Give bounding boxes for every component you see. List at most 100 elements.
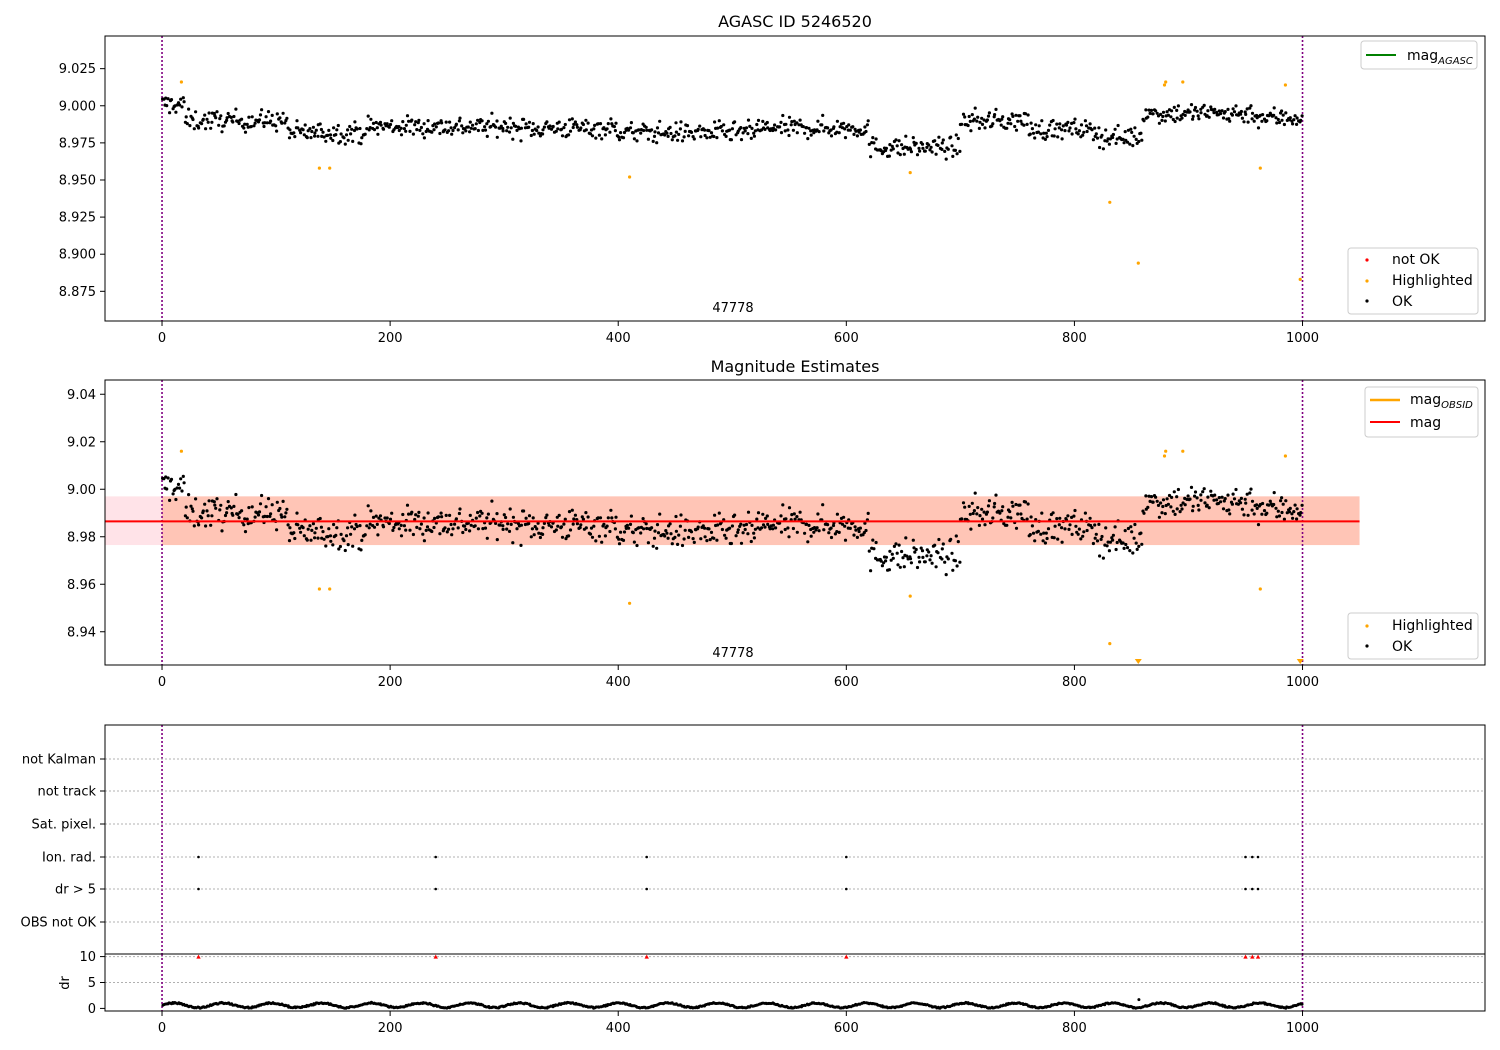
ok-point <box>292 131 296 135</box>
ok-point <box>214 116 218 120</box>
x-tick-label: 0 <box>158 675 166 690</box>
ok-point <box>1293 503 1297 507</box>
ok-point <box>1040 511 1044 515</box>
ok-point <box>1082 130 1086 134</box>
ok-point <box>668 522 672 526</box>
ok-point <box>1277 514 1282 518</box>
ok-point <box>853 525 857 529</box>
ok-point <box>888 549 892 553</box>
ok-point <box>1131 551 1135 555</box>
ok-point <box>1276 509 1280 513</box>
panel-agasc-legend-top: magAGASC <box>1360 40 1478 70</box>
ok-point <box>181 96 185 100</box>
ok-point <box>1084 124 1089 128</box>
ok-point <box>440 121 444 125</box>
ok-point <box>533 525 537 529</box>
ok-point <box>1082 530 1086 534</box>
ok-point <box>263 121 267 125</box>
y-tick-label: 8.875 <box>59 285 96 300</box>
legend-ok-label-2: OK <box>1392 639 1413 655</box>
highlighted-point <box>1108 642 1112 646</box>
ok-point <box>790 120 794 124</box>
ok-point <box>327 128 331 132</box>
ok-point <box>506 125 510 129</box>
ok-point <box>1142 119 1146 123</box>
ok-point <box>1097 126 1101 130</box>
ok-point <box>1095 539 1100 543</box>
ok-point <box>637 128 641 132</box>
ok-point <box>164 96 168 100</box>
ok-point <box>973 106 977 110</box>
ok-point <box>1011 114 1015 118</box>
flag-event-point <box>845 887 848 891</box>
ok-point <box>925 554 929 558</box>
ok-point <box>179 477 183 481</box>
ok-point <box>1030 127 1034 131</box>
ok-point <box>848 128 852 132</box>
ok-point <box>733 513 737 517</box>
x-tick-label: 1000 <box>1286 331 1319 346</box>
ok-point <box>527 120 532 124</box>
ok-point <box>1170 495 1174 499</box>
ok-point <box>904 536 908 540</box>
ok-point <box>852 533 856 537</box>
ok-point <box>1239 501 1243 505</box>
ok-point <box>1057 523 1061 527</box>
ok-point <box>953 148 958 152</box>
ok-point <box>768 527 772 531</box>
ok-point <box>1234 104 1238 108</box>
y-tick-label: 9.04 <box>67 388 96 403</box>
ok-point <box>344 133 349 137</box>
ok-point <box>866 119 870 123</box>
ok-point <box>581 517 586 521</box>
ok-point <box>786 526 790 530</box>
ok-point <box>231 120 235 124</box>
ok-point <box>637 526 641 530</box>
ok-point <box>1039 532 1043 536</box>
ok-point <box>752 531 756 535</box>
ok-point <box>679 513 683 517</box>
ok-point <box>1217 109 1221 113</box>
ok-point <box>1180 116 1184 120</box>
ok-point <box>270 113 274 117</box>
ok-point <box>927 143 931 147</box>
legend-highlighted-label-2: Highlighted <box>1392 618 1473 634</box>
ok-point <box>310 129 314 134</box>
ok-point <box>763 525 767 529</box>
ok-point <box>771 527 775 531</box>
dr-clipped-marker <box>844 954 849 959</box>
ok-point <box>829 134 834 138</box>
legend-highlighted-marker-2 <box>1365 624 1369 628</box>
ok-point <box>664 529 668 533</box>
ok-point <box>1060 137 1064 141</box>
ok-point <box>326 133 330 137</box>
ok-point <box>473 524 477 528</box>
ok-point <box>801 125 805 129</box>
ok-point <box>791 128 796 132</box>
ok-point <box>371 515 376 520</box>
ok-point <box>1022 123 1026 127</box>
ok-point <box>840 522 845 526</box>
ok-point <box>940 547 944 551</box>
ok-point <box>243 517 247 521</box>
ok-point <box>301 128 305 132</box>
ok-point <box>1043 541 1047 545</box>
ok-point <box>603 534 608 538</box>
ok-point <box>359 142 363 146</box>
ok-point <box>923 149 927 153</box>
ok-point <box>408 528 412 532</box>
ok-point <box>522 117 526 121</box>
ok-point <box>421 132 425 136</box>
ok-point <box>933 543 937 547</box>
ok-point <box>229 115 233 119</box>
ok-point <box>483 125 487 129</box>
ok-point <box>1105 544 1109 548</box>
ok-point <box>1243 497 1247 501</box>
ok-point <box>1037 124 1041 128</box>
ok-point <box>820 123 824 127</box>
ok-point <box>692 137 696 141</box>
ok-point <box>1248 106 1252 110</box>
ok-point <box>774 526 778 530</box>
ok-point <box>1280 510 1284 515</box>
ok-point <box>280 121 284 125</box>
